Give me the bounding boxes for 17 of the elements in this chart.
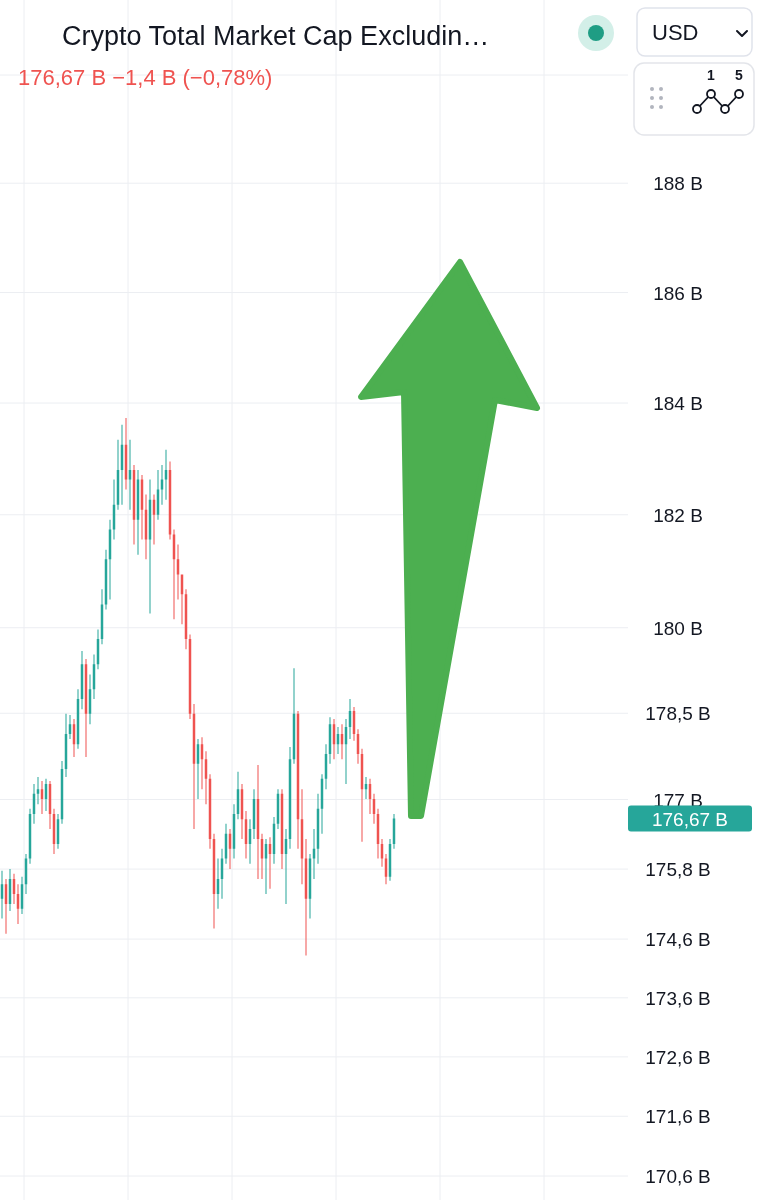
text: Crypto Total Market Cap Excludin… xyxy=(62,21,490,51)
y-tick-label: 184 B xyxy=(653,392,703,414)
y-tick-label: 175,8 B xyxy=(645,858,711,880)
y-tick-label: 171,6 B xyxy=(645,1105,711,1127)
y-tick-label: 182 B xyxy=(653,504,703,526)
y-tick-label: 174,6 B xyxy=(645,928,711,950)
floating-toolbar: 1 5 xyxy=(633,62,755,136)
y-tick-label: 178,5 B xyxy=(645,702,711,724)
y-tick-label: 180 B xyxy=(653,617,703,639)
currency-dropdown: USD xyxy=(636,7,753,57)
y-tick-label: 172,6 B xyxy=(645,1046,711,1068)
price-tag: 176,67 B xyxy=(628,805,752,832)
text: 176,67 B −1,4 B (−0,78%) xyxy=(18,65,273,90)
y-tick-label: 173,6 B xyxy=(645,987,711,1009)
y-tick-label: 188 B xyxy=(653,172,703,194)
y-tick-label: 186 B xyxy=(653,282,703,304)
y-tick-label: 170,6 B xyxy=(645,1165,711,1187)
